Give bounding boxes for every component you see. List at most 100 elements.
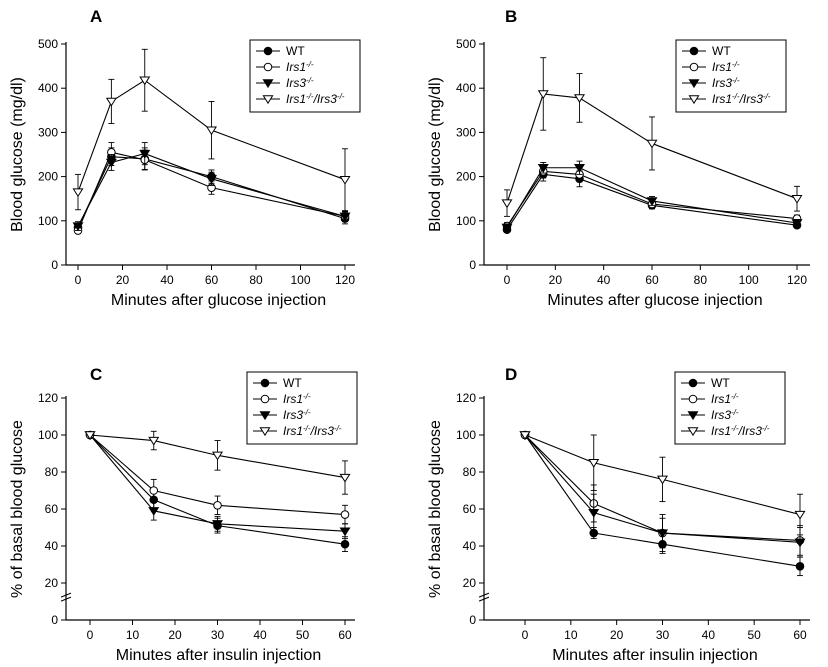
x-tick-label: 120 (335, 273, 355, 287)
y-tick-label: 500 (456, 37, 476, 51)
legend-marker (263, 62, 273, 72)
y-tick-label: 40 (45, 539, 59, 553)
series-line (524, 434, 801, 516)
y-tick-label: 100 (456, 428, 476, 442)
x-tick-label: 100 (739, 273, 759, 287)
y-tick-label: 300 (456, 125, 476, 139)
data-point (791, 194, 803, 204)
data-point (213, 501, 222, 510)
legend-label: Irs1-/- (286, 60, 314, 75)
data-point (656, 529, 669, 539)
y-tick-label: 0 (51, 613, 58, 627)
axis-break-mark (478, 592, 490, 598)
y-tick-label: 120 (456, 391, 476, 405)
series-line (89, 434, 346, 532)
data-point (646, 139, 658, 149)
x-tick-label: 50 (747, 628, 761, 642)
panel-letter: A (90, 7, 102, 26)
data-point (339, 473, 351, 483)
x-tick-label: 10 (564, 628, 578, 642)
x-axis-title: Minutes after insulin injection (116, 647, 321, 664)
x-tick-label: 0 (75, 273, 82, 287)
legend-label: WT (711, 376, 730, 390)
y-tick-label: 0 (469, 258, 476, 272)
y-tick-label: 20 (463, 576, 477, 590)
x-tick-label: 20 (116, 273, 130, 287)
data-point (537, 164, 549, 173)
x-tick-label: 60 (205, 273, 219, 287)
x-tick-label: 60 (793, 628, 807, 642)
legend-label: Irs1-/-/Irs3-/- (286, 92, 345, 107)
y-tick-label: 200 (456, 170, 476, 184)
y-tick-label: 400 (456, 81, 476, 95)
x-tick-label: 80 (249, 273, 263, 287)
series-line (89, 434, 346, 479)
y-tick-label: 100 (456, 214, 476, 228)
legend-label: WT (286, 44, 305, 58)
legend-label: WT (283, 376, 302, 390)
legend-marker (263, 46, 273, 56)
data-point (205, 175, 218, 184)
y-tick-label: 100 (38, 214, 58, 228)
data-point (339, 212, 351, 222)
series-3 (84, 430, 351, 495)
data-point (656, 475, 669, 485)
data-point (791, 219, 803, 229)
series-line (524, 434, 801, 567)
panel-d: D 0 20 40 60 80 100 120 0 10 20 30 40 50 60 Minutes aft… (427, 365, 810, 664)
legend-marker (688, 394, 698, 404)
data-point (795, 562, 805, 571)
legend: WT Irs1-/-Irs3-/-Irs1-/-/Irs3-/- (675, 39, 787, 113)
x-tick-label: 80 (694, 273, 708, 287)
legend-marker (259, 411, 271, 421)
panel-a: A 0 100 200 300 400 500 0 20 40 60 80 100 120 Minutes … (9, 7, 361, 309)
legend-label: Irs1-/-/Irs3-/- (712, 92, 771, 107)
y-tick-label: 500 (38, 37, 58, 51)
panel-b: B 0 100 200 300 400 500 0 20 40 60 80 100 120 Minutes … (427, 7, 810, 309)
data-point (72, 222, 84, 232)
x-tick-label: 50 (296, 628, 310, 642)
y-tick-label: 0 (469, 613, 476, 627)
legend-marker (688, 79, 700, 89)
y-tick-label: 0 (51, 258, 58, 272)
y-tick-label: 40 (463, 539, 477, 553)
data-point (340, 539, 350, 549)
x-tick-label: 20 (549, 273, 563, 287)
legend-label: Irs1-/- (712, 60, 740, 75)
data-point (72, 188, 84, 198)
y-tick-label: 120 (38, 391, 58, 405)
series-line (524, 434, 801, 543)
x-tick-label: 100 (290, 273, 310, 287)
x-tick-label: 60 (338, 628, 352, 642)
data-point (519, 431, 531, 441)
x-tick-label: 40 (253, 628, 267, 642)
axis-break-mark (60, 596, 72, 602)
y-tick-label: 200 (38, 170, 58, 184)
data-point (573, 94, 586, 104)
legend-label: Irs1-/- (711, 392, 739, 407)
axis-break-mark (478, 596, 490, 602)
legend-label: Irs3-/- (286, 76, 314, 91)
panel-c: C 0 20 40 60 80 100 120 0 10 20 30 40 50 60 Minutes aft… (9, 365, 358, 664)
legend-label: Irs3-/- (283, 408, 311, 423)
x-tick-label: 20 (168, 628, 182, 642)
x-axis-title: Minutes after glucose injection (547, 292, 762, 309)
data-point (339, 175, 351, 185)
panel-letter: B (505, 7, 517, 26)
data-point (794, 538, 806, 548)
y-axis-title: Blood glucose (mg/dl) (9, 77, 26, 232)
data-point (501, 199, 513, 209)
legend: WT Irs1-/-Irs3-/-Irs1-/-/Irs3-/- (249, 39, 361, 113)
legend-marker (687, 411, 699, 421)
x-tick-label: 0 (522, 628, 529, 642)
y-tick-label: 20 (45, 576, 59, 590)
x-tick-label: 10 (126, 628, 140, 642)
y-tick-label: 300 (38, 125, 58, 139)
data-point (105, 158, 117, 168)
data-point (501, 223, 513, 233)
x-tick-label: 30 (211, 628, 225, 642)
legend-marker (260, 378, 270, 388)
x-tick-label: 0 (504, 273, 511, 287)
y-tick-label: 60 (45, 502, 59, 516)
